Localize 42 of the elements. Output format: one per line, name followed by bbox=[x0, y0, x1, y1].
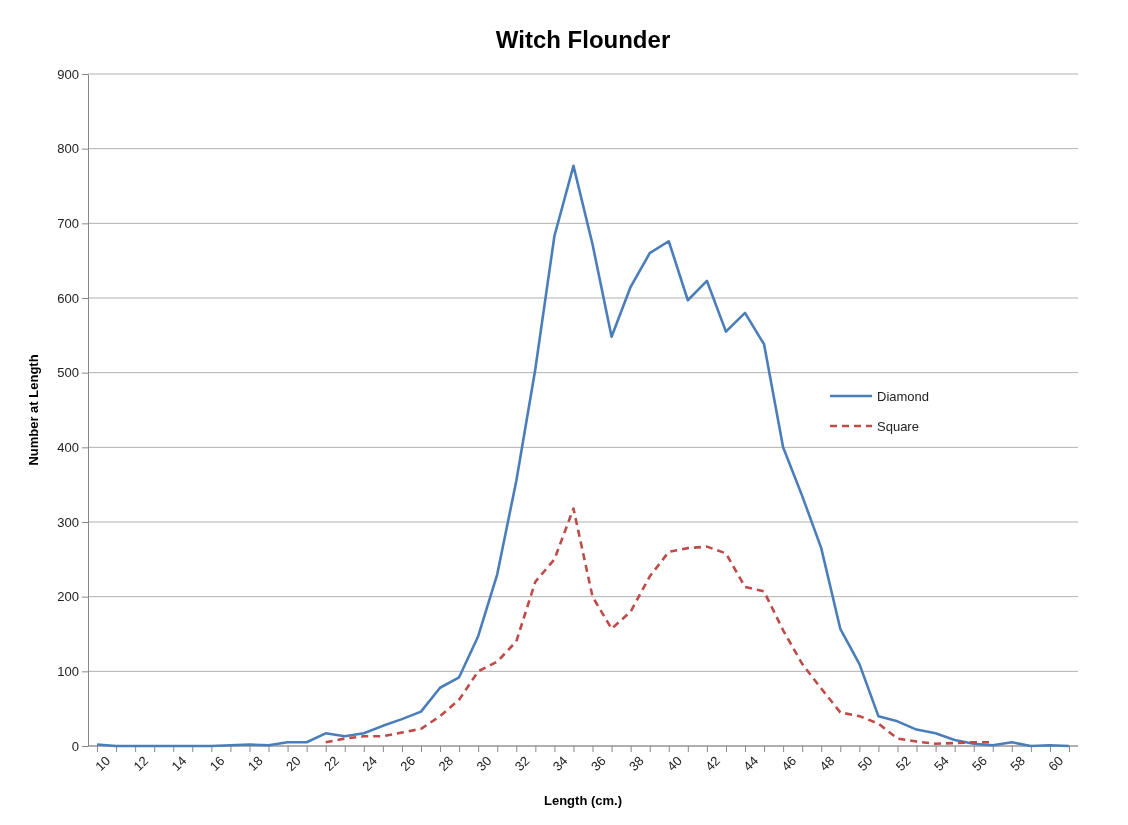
x-tick-label: 44 bbox=[740, 753, 762, 774]
x-tick-label: 48 bbox=[816, 753, 838, 774]
x-tick-label: 24 bbox=[359, 753, 381, 774]
x-tick-label: 56 bbox=[969, 753, 990, 774]
x-tick-label: 58 bbox=[1007, 753, 1029, 774]
y-tick-label: 400 bbox=[57, 439, 79, 455]
x-tick-label: 50 bbox=[854, 753, 876, 774]
x-tick-label: 40 bbox=[664, 753, 685, 774]
x-tick-label: 10 bbox=[92, 753, 114, 774]
x-tick-label: 38 bbox=[626, 753, 647, 774]
x-tick-label: 22 bbox=[321, 753, 342, 774]
y-tick-label: 500 bbox=[57, 365, 79, 381]
x-tick-label: 30 bbox=[473, 753, 495, 774]
legend-label: Square bbox=[877, 418, 919, 434]
y-tick-label: 800 bbox=[57, 141, 79, 157]
y-tick-label: 600 bbox=[57, 290, 79, 306]
x-tick-label: 18 bbox=[244, 753, 266, 774]
y-axis-title: Number at Length bbox=[26, 354, 41, 466]
x-tick-label: 52 bbox=[892, 753, 914, 774]
x-axis-title: Length (cm.) bbox=[544, 793, 622, 808]
line-series bbox=[95, 164, 1071, 748]
x-tick-label: 20 bbox=[282, 753, 304, 774]
x-tick-label: 36 bbox=[587, 753, 609, 774]
x-tick-label: 46 bbox=[778, 753, 800, 774]
x-tick-label: 12 bbox=[130, 753, 152, 774]
x-tick-label: 34 bbox=[549, 753, 571, 774]
x-tick-label: 60 bbox=[1045, 753, 1067, 774]
chart-title: Witch Flounder bbox=[495, 26, 671, 53]
legend-label: Diamond bbox=[877, 388, 930, 404]
y-tick-label: 300 bbox=[57, 514, 79, 530]
y-tick-label: 0 bbox=[71, 738, 79, 754]
x-tick-label: 54 bbox=[930, 753, 952, 774]
x-tick-label: 26 bbox=[397, 753, 419, 774]
x-tick-label: 16 bbox=[206, 753, 228, 774]
x-tick-label: 14 bbox=[168, 753, 190, 774]
y-tick-label: 100 bbox=[57, 663, 79, 679]
x-tick-label: 28 bbox=[435, 753, 457, 774]
y-tick-label: 700 bbox=[57, 215, 79, 231]
y-tick-label: 900 bbox=[57, 66, 79, 82]
y-tick-label: 200 bbox=[57, 589, 79, 605]
x-tick-label: 42 bbox=[702, 753, 724, 774]
x-tick-label: 32 bbox=[511, 753, 533, 774]
